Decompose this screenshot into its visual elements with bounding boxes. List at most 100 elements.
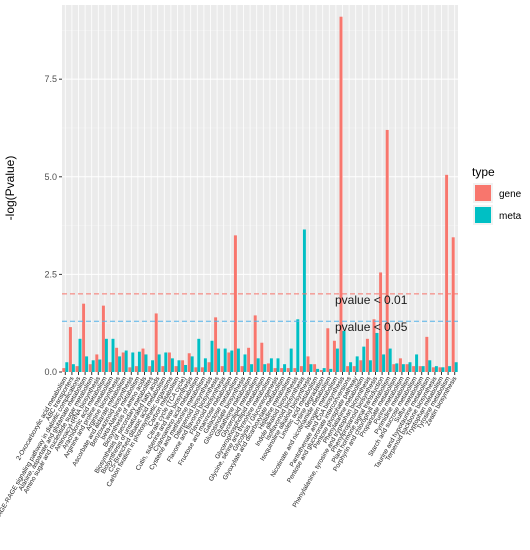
bar-gene: [313, 364, 317, 372]
bar-meta: [329, 368, 333, 372]
y-tick-label: 0.0: [44, 367, 57, 377]
bar-meta: [184, 364, 188, 372]
bar-gene: [101, 305, 105, 372]
threshold-label: pvalue < 0.05: [335, 320, 408, 334]
grid-lines: [62, 5, 458, 373]
bar-gene: [405, 364, 409, 372]
bar-meta: [415, 354, 419, 372]
bar-meta: [190, 356, 194, 372]
bar-gene: [438, 367, 442, 372]
bar-gene: [187, 353, 191, 372]
bar-meta: [85, 356, 89, 372]
bar-meta: [276, 358, 280, 372]
bar-meta: [362, 346, 366, 372]
bar-gene: [174, 366, 178, 372]
bar-gene: [372, 319, 376, 372]
y-tick-label: 7.5: [44, 74, 57, 84]
bar-gene: [148, 366, 152, 372]
legend-title: type: [472, 165, 495, 179]
bar-gene: [121, 352, 125, 372]
bar-meta: [78, 338, 82, 372]
bar-meta: [283, 364, 287, 372]
bar-meta: [124, 350, 128, 372]
bar-meta: [408, 362, 412, 372]
bar-gene: [253, 315, 257, 372]
bar-meta: [382, 354, 386, 372]
bar-meta: [355, 356, 359, 372]
bar-gene: [141, 348, 145, 372]
bar-gene: [431, 367, 435, 372]
bar-meta: [144, 354, 148, 372]
bar-meta: [210, 340, 214, 372]
y-tick-label: 2.5: [44, 269, 57, 279]
bar-meta: [342, 331, 346, 372]
bar-meta: [157, 354, 161, 372]
legend: type gene meta: [472, 165, 522, 225]
bar-gene: [62, 368, 66, 372]
bar-gene: [319, 370, 323, 372]
bar-meta: [448, 366, 452, 372]
bar-meta: [236, 348, 240, 372]
bar-gene: [280, 368, 284, 372]
bar-meta: [197, 338, 201, 372]
bar-gene: [154, 313, 158, 372]
bar-gene: [346, 366, 350, 372]
bar-meta: [375, 332, 379, 372]
bar-meta: [230, 350, 234, 372]
bar-gene: [95, 354, 99, 372]
bar-meta: [170, 358, 174, 372]
bar-gene: [240, 366, 244, 372]
bar-gene: [68, 327, 72, 372]
bar-gene: [326, 328, 330, 372]
bar-meta: [441, 367, 445, 372]
plot-panel: [62, 5, 458, 372]
bar-gene: [134, 366, 138, 372]
bar-gene: [227, 352, 231, 372]
bar-meta: [111, 338, 115, 372]
bar-gene: [398, 358, 402, 372]
bar-gene: [108, 362, 112, 372]
bar-meta: [302, 229, 306, 372]
bar-gene: [451, 237, 455, 372]
bar-meta: [395, 363, 399, 372]
bar-meta: [263, 364, 267, 372]
bar-gene: [445, 174, 449, 372]
bar-meta: [269, 358, 273, 372]
bar-gene: [128, 367, 132, 372]
bar-gene: [299, 366, 303, 372]
bar-meta: [243, 354, 247, 372]
bar-gene: [207, 362, 211, 372]
bar-meta: [104, 338, 108, 372]
bar-meta: [388, 348, 392, 372]
bar-meta: [71, 364, 75, 372]
bar-gene: [425, 336, 429, 372]
bar-meta: [98, 359, 102, 372]
bar-meta: [65, 362, 69, 372]
bar-meta: [289, 348, 293, 372]
bar-meta: [316, 368, 320, 372]
bar-meta: [335, 348, 339, 372]
legend-label-gene: gene: [499, 189, 522, 200]
bar-gene: [418, 366, 422, 372]
bar-meta: [118, 356, 122, 372]
bar-meta: [177, 360, 181, 372]
bar-meta: [256, 358, 260, 372]
bar-gene: [247, 347, 251, 372]
threshold-label: pvalue < 0.01: [335, 293, 408, 307]
bar-meta: [401, 364, 405, 372]
bar-gene: [385, 129, 389, 372]
bar-meta: [421, 366, 425, 372]
bar-meta: [349, 362, 353, 372]
bar-gene: [286, 368, 290, 372]
y-axis-title: -log(Pvalue): [3, 156, 17, 221]
bar-gene: [266, 363, 270, 372]
bar-meta: [322, 368, 326, 372]
bar-gene: [194, 367, 198, 372]
bar-gene: [412, 366, 416, 372]
bar-gene: [379, 272, 383, 372]
bar-gene: [392, 364, 396, 372]
bar-gene: [365, 338, 369, 372]
bar-meta: [250, 364, 254, 372]
bar-meta: [151, 360, 155, 372]
